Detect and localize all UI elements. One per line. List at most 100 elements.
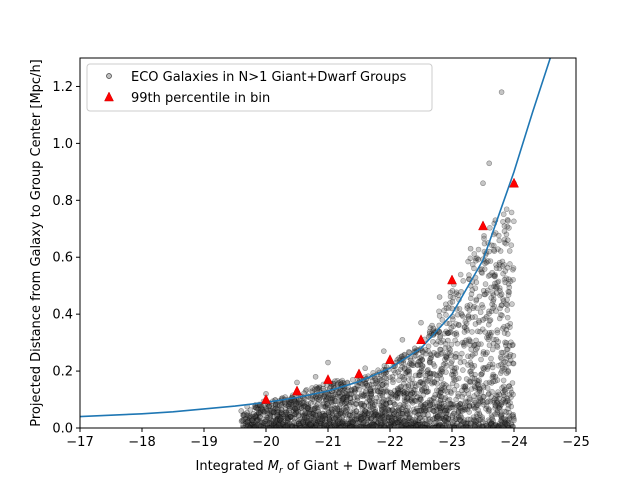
galaxy-point (336, 420, 342, 427)
galaxy-point (350, 409, 356, 416)
galaxy-point (374, 380, 381, 387)
galaxy-point (253, 413, 260, 419)
galaxy-point (419, 380, 426, 387)
galaxy-point (300, 420, 307, 427)
galaxy-point (500, 377, 507, 384)
galaxy-point (480, 349, 487, 355)
galaxy-point (385, 424, 392, 428)
galaxy-point (436, 387, 442, 394)
galaxy-point (371, 410, 377, 416)
galaxy-point (420, 411, 427, 418)
galaxy-point (488, 329, 495, 336)
galaxy-point (490, 373, 497, 380)
galaxy-point (464, 303, 471, 309)
galaxy-point (466, 395, 473, 401)
galaxy-point (495, 362, 502, 369)
galaxy-point (501, 228, 508, 235)
galaxy-point (390, 419, 397, 425)
galaxy-point (379, 382, 386, 388)
galaxy-point (258, 404, 265, 410)
galaxy-point (311, 406, 318, 412)
galaxy-point (450, 294, 456, 301)
galaxy-point (247, 424, 254, 428)
galaxy-point (390, 379, 396, 386)
galaxy-point (494, 423, 501, 428)
galaxy-point (491, 399, 497, 406)
galaxy-point (416, 396, 423, 403)
galaxy-point (424, 399, 431, 406)
galaxy-point (449, 380, 456, 387)
galaxy-point (502, 339, 508, 346)
galaxy-point (453, 350, 459, 357)
galaxy-point (443, 353, 450, 359)
galaxy-point (469, 364, 476, 371)
galaxy-point (329, 410, 336, 416)
galaxy-point (479, 414, 485, 421)
galaxy-point (362, 390, 369, 396)
galaxy-point (387, 420, 394, 427)
x-tick-label: −17 (66, 435, 93, 450)
galaxy-point (350, 423, 357, 428)
galaxy-point (361, 411, 368, 418)
galaxy-point (313, 422, 319, 428)
galaxy-point (366, 382, 373, 388)
galaxy-point (314, 404, 321, 411)
galaxy-point (394, 357, 401, 363)
galaxy-point (419, 421, 426, 427)
galaxy-point (430, 361, 437, 367)
galaxy-point (346, 412, 353, 418)
galaxy-point (492, 280, 498, 287)
galaxy-point (307, 421, 314, 428)
galaxy-point (489, 346, 496, 353)
galaxy-point (446, 405, 452, 412)
galaxy-point (301, 424, 308, 428)
galaxy-point (448, 324, 455, 331)
galaxy-point (437, 393, 443, 399)
galaxy-point (295, 413, 302, 419)
galaxy-point (381, 374, 388, 381)
legend-marker-circle (106, 73, 112, 79)
galaxy-point (348, 399, 354, 406)
galaxy-point (309, 424, 316, 428)
galaxy-point (494, 407, 501, 414)
galaxy-point (444, 404, 450, 411)
galaxy-point (349, 377, 356, 383)
galaxy-point (343, 394, 349, 400)
galaxy-point (510, 265, 517, 271)
galaxy-point (334, 423, 341, 428)
galaxy-point (336, 390, 342, 396)
galaxy-point (288, 400, 295, 407)
galaxy-point (339, 396, 346, 403)
galaxy-point (357, 416, 364, 422)
galaxy-point (486, 160, 493, 167)
galaxy-point (502, 420, 508, 426)
galaxy-point (441, 400, 447, 407)
galaxy-point (466, 307, 473, 314)
galaxy-point (253, 423, 259, 428)
galaxy-point (431, 404, 438, 411)
galaxy-point (348, 419, 354, 425)
galaxy-point (493, 397, 500, 403)
galaxy-point (373, 414, 380, 421)
galaxy-point (404, 369, 411, 375)
galaxy-point (439, 317, 446, 323)
x-axis-label: Integrated Mr of Giant + Dwarf Members (196, 459, 461, 476)
galaxy-point (502, 268, 509, 274)
galaxy-point (435, 392, 442, 398)
galaxy-point (406, 419, 413, 426)
galaxy-point (277, 422, 283, 428)
galaxy-point (503, 364, 509, 371)
galaxy-point (336, 415, 343, 422)
galaxy-point (503, 326, 510, 333)
galaxy-point (439, 366, 446, 373)
legend-label-eco: ECO Galaxies in N>1 Giant+Dwarf Groups (131, 70, 407, 85)
galaxy-point (387, 374, 393, 381)
legend-label-percentile: 99th percentile in bin (131, 91, 270, 106)
galaxy-point (412, 386, 418, 393)
galaxy-point (301, 415, 308, 422)
galaxy-point (443, 369, 449, 375)
galaxy-point (287, 414, 293, 421)
galaxy-point (307, 416, 314, 423)
galaxy-point (454, 403, 461, 409)
galaxy-point (278, 411, 285, 418)
